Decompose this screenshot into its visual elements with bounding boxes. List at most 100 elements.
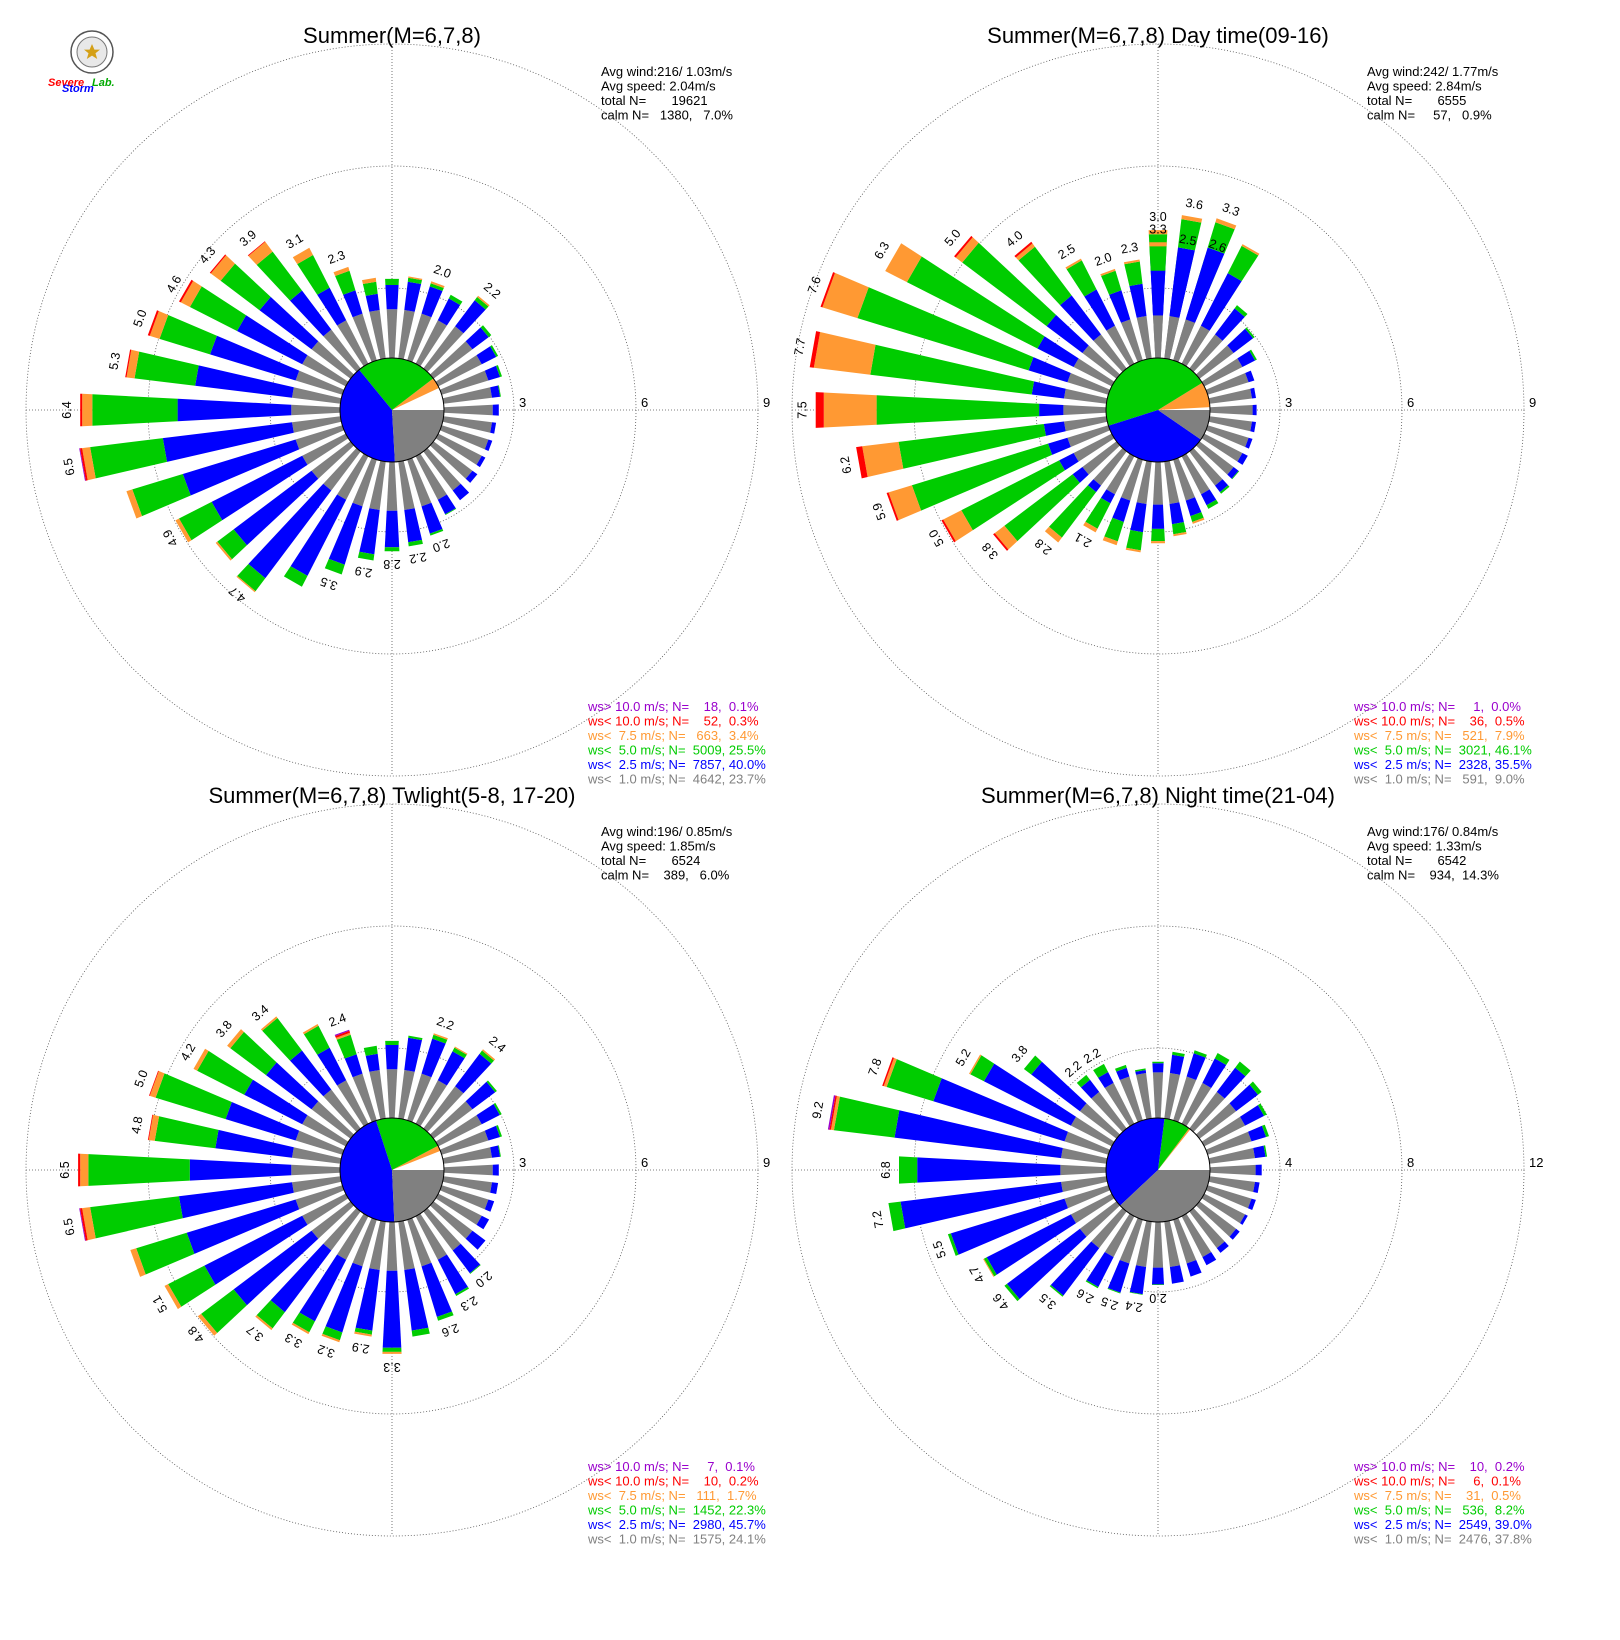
bars [809,215,1260,553]
bar-segment-dir14-ws_lt_1 [1189,1208,1225,1249]
bar-segment-dir31-ws_lt_1 [311,341,354,379]
bar-segment-dir24-ws_lt_1 [1070,1193,1115,1224]
bar-segment-dir24-ws_lt_2_5 [986,1214,1076,1275]
bar-segment-dir23-ws_lt_7_5 [197,1313,218,1336]
bar-segment-dir29-ws_lt_10 [820,272,835,308]
bar-segment-dir31-ws_lt_7_5 [955,237,979,263]
pie-slice-ws_lt_2_5 [1105,1117,1165,1206]
legend-entry-ws_gt_10: ws> 10.0 m/s; N= 18, 0.1% [587,699,759,714]
bar-label: 4.2 [178,1041,199,1063]
bar-segment-dir2-ws_lt_1 [407,313,432,363]
bar-segment-dir34-ws_lt_2_5 [344,1054,363,1078]
bar-segment-dir34-ws_lt_5 [336,1034,357,1059]
bar-segment-dir30-ws_lt_7_5 [180,280,202,307]
bar-segment-dir14-ws_lt_5 [1219,485,1230,494]
bar-segment-dir8-ws_lt_2_5 [1250,387,1256,399]
bar-segment-dir28-ws_lt_7_5 [830,1095,840,1131]
legend-entry-ws_lt_1: ws< 1.0 m/s; N= 2476, 37.8% [1353,1532,1532,1547]
bar-label: 3.3 [383,1360,400,1374]
bar-segment-dir15-ws_lt_2_5 [437,1254,468,1295]
bar-segment-dir5-ws_lt_5 [1245,327,1255,339]
bar-segment-dir15-ws_lt_5 [455,1286,469,1296]
pie-slice-calm [1158,407,1210,410]
bar-segment-dir5-ws_lt_1 [1196,1103,1237,1139]
pie-slice-ws_lt_7_5 [392,378,440,410]
bar-label: 3.8 [213,1018,235,1040]
stat-line: calm N= 389, 6.0% [601,868,730,883]
bar-segment-dir26-ws_lt_10 [80,448,88,481]
bar-segment-dir10-ws_lt_2_5 [490,1182,499,1194]
bar-segment-dir12-ws_lt_2_5 [1240,1214,1248,1225]
bar-segment-dir33-ws_lt_2_5 [1098,1072,1114,1088]
bar-segment-dir26-ws_lt_7_5 [862,441,904,477]
bar-segment-dir12-ws_lt_2_5 [476,455,486,468]
bar-segment-dir3-ws_lt_1 [1181,1082,1212,1127]
bar-segment-dir15-ws_lt_2_5 [1202,1252,1217,1266]
bar-segment-dir25-ws_lt_5 [947,1233,959,1256]
bar-segment-dir29-ws_lt_2_5 [225,1102,300,1141]
legend-entry-ws_lt_7_5: ws< 7.5 m/s; N= 111, 1.7% [587,1488,757,1503]
bar-segment-dir9-ws_lt_1 [1209,1164,1256,1176]
center-pie [1105,357,1211,463]
bar-segment-dir15-ws_lt_5 [445,508,457,515]
ring-label: 9 [763,1155,770,1170]
bar-segment-dir28-ws_lt_10 [125,349,132,378]
ring-label: 6 [1407,395,1414,410]
bar-segment-dir19-ws_lt_2_5 [1130,502,1147,533]
bar-segment-dir6-ws_lt_1 [1201,1116,1246,1147]
bar-label: 4.7 [226,583,248,605]
ring-label: 3 [519,395,526,410]
bar-label: 2.5 [1099,1294,1120,1313]
bar-segment-dir28-ws_lt_10 [829,1095,837,1130]
bar-segment-dir5-ws_lt_1 [430,1101,473,1139]
bars [78,1016,502,1354]
bar-segment-dir20-ws_lt_1 [352,457,377,507]
bar-segment-dir24-ws_lt_7_5 [164,1284,182,1310]
bar-segment-dir26-ws_lt_10 [856,446,868,479]
bar-segment-dir29-ws_lt_5 [155,1073,232,1120]
bar-segment-dir20-ws_lt_1 [352,1217,377,1267]
bar-segment-dir20-ws_lt_7_5 [321,1333,340,1343]
bar-segment-dir26-ws_lt_10 [80,1208,88,1241]
bar-segment-dir29-ws_lt_2_5 [210,335,300,381]
bar-segment-dir0-ws_lt_2_5 [385,285,399,310]
bar-segment-dir6-ws_lt_5 [493,1102,502,1115]
bar-segment-dir36-ws_lt_5 [1149,246,1167,271]
bar-label: 3.4 [249,1002,271,1024]
bar-segment-dir23-ws_lt_2_5 [233,470,319,546]
bar-segment-dir5-ws_lt_2_5 [1229,1084,1258,1112]
bar-segment-dir30-ws_lt_7_5 [969,1054,982,1075]
bar-segment-dir25-ws_lt_2_5 [186,1199,300,1254]
panel-title: Summer(M=6,7,8) Night time(21-04) [981,783,1335,808]
legend: ws> 10.0 m/s; N= 10, 0.2%ws< 10.0 m/s; N… [1353,1459,1532,1547]
wind-rose-panel-2: 3.0 2.5 2.6 2.1 2.8 3.8 5.0 5.9 6.2 7.5 7.7 7.6 6.3 5… [792,23,1537,787]
center-pie [1105,1117,1211,1223]
bar-segment-dir7-ws_lt_2_5 [1248,1125,1267,1142]
bar-segment-dir22-ws_lt_1 [323,448,361,491]
bar-segment-dir14-ws_lt_2_5 [452,483,470,501]
bar-segment-dir16-ws_lt_1 [407,457,432,507]
bar-label: 4.3 [197,244,219,266]
bar-labels: 2.2 2.4 2.0 2.3 2.6 3.3 2.9 3.2 3.3 3.7 4.8 5.1 6.5 6… [58,1002,509,1374]
bar-segment-dir16-ws_lt_5 [429,529,444,536]
legend-entry-ws_lt_2_5: ws< 2.5 m/s; N= 2980, 45.7% [587,1517,766,1532]
bar-segment-dir22-ws_lt_7_5 [255,1315,273,1331]
bar-segment-dir33-ws_lt_7_5 [292,247,313,265]
bar-segment-dir29-ws_lt_2_5 [1028,357,1071,383]
bar-segment-dir31-ws_lt_2_5 [266,1062,319,1110]
bar-segment-dir28-ws_lt_7_5 [148,1114,160,1141]
bar-segment-dir29-ws_lt_1 [1067,373,1111,395]
bar-label: 2.2 [408,549,428,566]
bar-segment-dir7-ws_lt_5 [496,365,502,377]
bar-segment-dir19-ws_lt_1 [369,460,386,510]
bar-segment-dir12-ws_lt_2_5 [1237,453,1248,465]
bar-segment-dir27-ws_lt_10 [78,1153,81,1187]
bar-segment-dir10-ws_lt_2_5 [490,422,497,434]
bar-segment-dir7-ws_lt_1 [439,370,489,395]
bar-segment-dir26-ws_lt_7_5 [82,1207,96,1241]
bar-segment-dir26-ws_lt_1 [1064,416,1108,432]
bar-segment-dir18-ws_lt_5 [384,547,400,552]
bar-segment-dir19-ws_lt_5 [354,1327,373,1335]
bar-segment-dir34-ws_lt_5 [1115,1064,1127,1072]
